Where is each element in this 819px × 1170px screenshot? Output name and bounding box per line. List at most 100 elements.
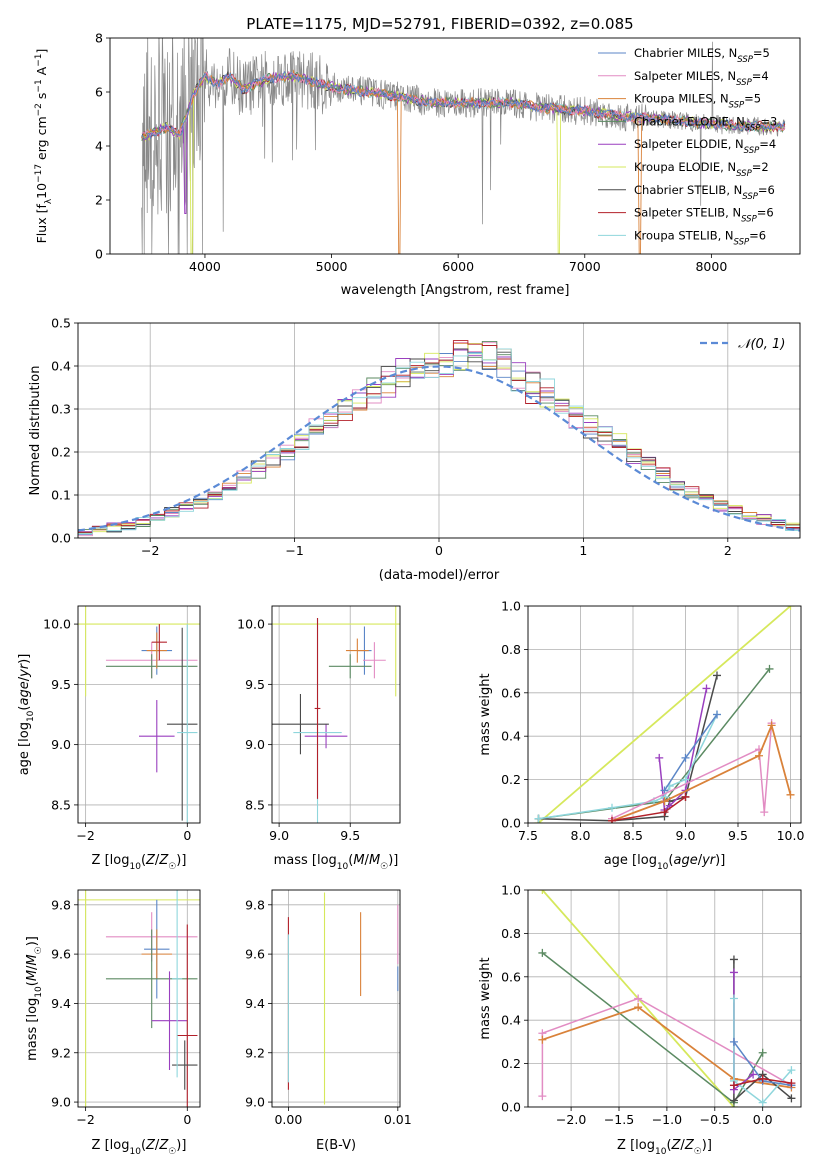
y-tick-label: 0.2 (501, 772, 521, 787)
axes-massweight-vs-age: 7.5 8.0 8.5 9.0 9.5 10.0 0.0 0.2 0.4 0.6 0.8 1.0 age… (478, 599, 804, 873)
legend-label: Kroupa MILES, NSSP=5 (634, 92, 761, 111)
y-tick-label: 9.5 (51, 677, 71, 692)
series-chabrier-elodie (538, 668, 771, 820)
data-point-marker (729, 994, 738, 1003)
x-axis-label: Z [log10(Z/Z☉)] (92, 853, 187, 872)
x-tick-label: 8000 (695, 259, 727, 274)
plot-area (528, 890, 801, 1107)
y-tick-label: 0.4 (501, 1013, 521, 1028)
axes-mass-vs-ebv: 0.00 0.01 9.0 9.2 9.4 9.6 9.8 E(B-V) (245, 889, 412, 1153)
figure-title: PLATE=1175, MJD=52791, FIBERID=0392, z=0… (246, 15, 633, 33)
y-tick-label: 9.4 (51, 996, 71, 1011)
legend-label: Salpeter ELODIE, NSSP=4 (634, 137, 776, 156)
y-tick-label: 8 (95, 31, 103, 46)
x-tick-label: 0.00 (274, 1112, 302, 1127)
y-tick-label: 0.0 (51, 531, 71, 546)
data-point-marker (767, 721, 776, 730)
x-tick-label: 7.5 (518, 828, 538, 843)
data-point-marker (758, 1048, 767, 1057)
y-axis-label: Flux [fλ10−17 erg cm−2 s−1 A−1] (34, 49, 54, 244)
legend-label: 𝒩(0, 1) (738, 337, 785, 352)
y-tick-label: 9.2 (51, 1045, 71, 1060)
y-tick-label: 0.0 (501, 816, 521, 831)
y-tick-label: 0.1 (51, 488, 71, 503)
x-axis-label: mass [log10(M/M☉)] (274, 853, 399, 872)
x-axis-label: age [log10(age/yr)] (604, 853, 726, 872)
axes-spectrum: 4000 5000 6000 7000 8000 0 2 4 6 8 wavelength [Ang… (34, 31, 801, 298)
series-kroupa-elodie (537, 606, 792, 823)
y-tick-label: 8.5 (245, 797, 265, 812)
x-tick-label: 6000 (442, 259, 474, 274)
axes-frame (77, 322, 801, 539)
x-tick-label: 10.0 (777, 828, 805, 843)
axes-frame (527, 889, 802, 1108)
data-point-marker (787, 1079, 796, 1088)
y-tick-label: 1.0 (501, 599, 521, 614)
legend-label: Salpeter STELIB, NSSP=6 (634, 206, 774, 225)
x-tick-label: 2 (724, 543, 732, 558)
data-point-marker (702, 684, 711, 693)
x-axis-label: Z [log10(Z/Z☉)] (617, 1138, 712, 1157)
x-tick-label: 5000 (316, 259, 348, 274)
data-point-marker (729, 1037, 738, 1046)
series-salpeter-elodie (733, 972, 754, 1092)
data-point-marker (729, 955, 738, 964)
data-point-marker (681, 792, 690, 801)
axes-frame (271, 889, 401, 1108)
plot-area (78, 606, 200, 823)
data-point-marker (786, 790, 795, 799)
axes-frame (109, 37, 801, 255)
y-tick-label: 0.6 (501, 685, 521, 700)
axes-frame (527, 605, 802, 824)
series-salpeter-miles (611, 723, 773, 820)
x-tick-label: −2 (76, 1112, 94, 1127)
data-point-marker (634, 1003, 643, 1012)
axes-frame (271, 605, 401, 824)
legend-label: Salpeter MILES, NSSP=4 (634, 69, 769, 88)
x-tick-label: 9.5 (340, 828, 360, 843)
data-point-marker (786, 606, 795, 610)
data-point-marker (749, 1070, 758, 1079)
x-axis-label: Z [log10(Z/Z☉)] (92, 1138, 187, 1157)
axes-frame (77, 605, 201, 824)
y-tick-label: 0.2 (51, 445, 71, 460)
x-tick-label: 9.0 (676, 828, 696, 843)
y-tick-label: 10.0 (43, 617, 71, 632)
legend-label: Chabrier MILES, NSSP=5 (634, 46, 770, 65)
x-tick-label: 0.0 (753, 1112, 773, 1127)
y-tick-label: 9.4 (245, 996, 265, 1011)
plot-area (78, 323, 800, 538)
data-point-marker (660, 808, 669, 817)
data-point-marker (729, 968, 738, 977)
data-point-marker (787, 1066, 796, 1075)
legend: Chabrier MILES, NSSP=5 Salpeter MILES, NS… (598, 46, 777, 247)
data-point-marker (655, 753, 664, 762)
x-tick-label: 1 (579, 543, 587, 558)
y-tick-label: 0.8 (501, 926, 521, 941)
data-point-marker (729, 1081, 738, 1090)
x-tick-label: 8.5 (623, 828, 643, 843)
data-point-marker (534, 814, 543, 823)
x-tick-label: −2 (76, 828, 94, 843)
x-tick-label: 9.5 (728, 828, 748, 843)
y-tick-label: 8.5 (51, 797, 71, 812)
data-point-marker (713, 710, 721, 719)
normal-curve (78, 365, 800, 532)
y-tick-label: 9.0 (245, 737, 265, 752)
data-point-marker (681, 753, 690, 762)
y-tick-label: 1.0 (501, 883, 521, 898)
y-tick-label: 0.3 (51, 402, 71, 417)
data-point-marker (681, 775, 690, 784)
plot-area (141, 38, 786, 254)
y-axis-label: age [log10(age/yr)] (17, 654, 36, 776)
x-tick-label: 4000 (189, 259, 221, 274)
data-point-marker (634, 994, 643, 1003)
plot-area (272, 890, 400, 1107)
y-tick-label: 9.0 (51, 1095, 71, 1110)
plot-area (272, 606, 400, 823)
x-tick-label: 0.01 (384, 1112, 412, 1127)
y-tick-label: 9.0 (51, 737, 71, 752)
y-tick-label: 0.6 (501, 969, 521, 984)
spectrum-model-salpeter-miles (141, 71, 786, 138)
